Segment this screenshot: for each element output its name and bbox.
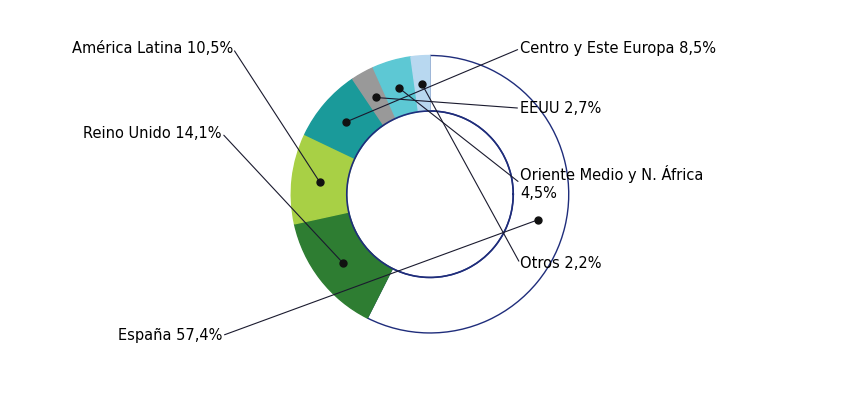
Wedge shape xyxy=(292,134,355,224)
Wedge shape xyxy=(304,79,384,158)
Wedge shape xyxy=(353,68,396,125)
Text: EEUU 2,7%: EEUU 2,7% xyxy=(520,101,601,116)
Text: Centro y Este Europa 8,5%: Centro y Este Europa 8,5% xyxy=(520,41,716,56)
Text: Otros 2,2%: Otros 2,2% xyxy=(520,256,602,271)
Wedge shape xyxy=(294,212,392,318)
Wedge shape xyxy=(373,57,419,118)
Text: Oriente Medio y N. África
4,5%: Oriente Medio y N. África 4,5% xyxy=(520,165,703,201)
Wedge shape xyxy=(411,56,430,112)
Text: América Latina 10,5%: América Latina 10,5% xyxy=(71,41,233,56)
Wedge shape xyxy=(367,56,568,333)
Text: Reino Unido 14,1%: Reino Unido 14,1% xyxy=(83,126,222,141)
Text: España 57,4%: España 57,4% xyxy=(118,328,222,343)
